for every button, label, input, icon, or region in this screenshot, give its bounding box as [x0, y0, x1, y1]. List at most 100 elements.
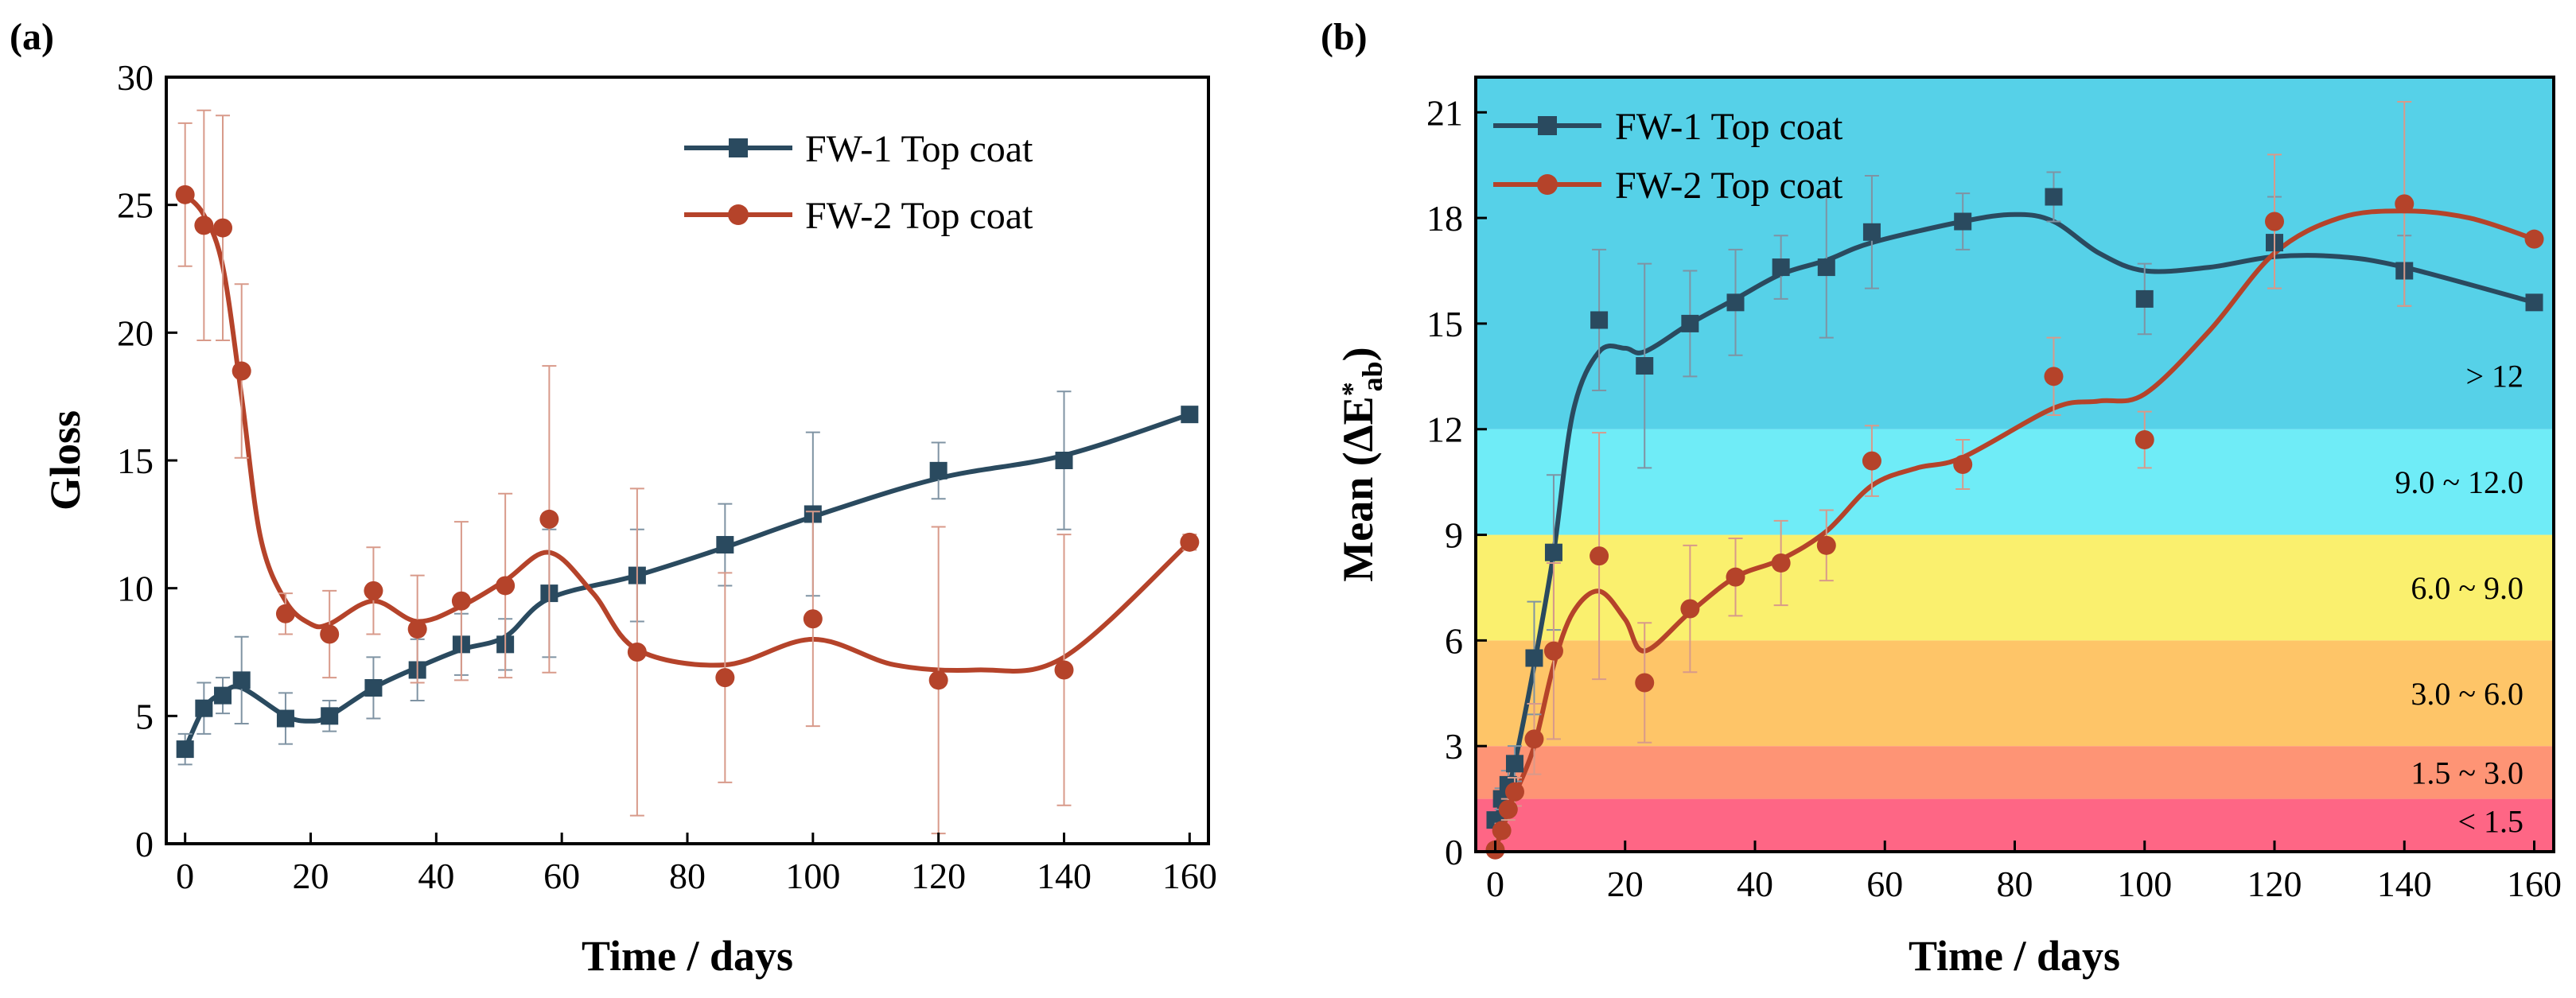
- data-point: [321, 707, 339, 725]
- data-point: [1524, 729, 1544, 749]
- data-point: [1816, 535, 1836, 555]
- data-point: [1954, 212, 1972, 231]
- zone-label-3: 6.0 ~ 9.0: [2411, 570, 2523, 606]
- y-tick-label: 25: [117, 185, 154, 226]
- panel-b-ticks: 0 20 40 60 80 100 120 140 160 0 3 6 9 12 15 18 21: [1426, 92, 2562, 904]
- data-point: [1726, 567, 1745, 587]
- y-tick-label: 21: [1426, 92, 1463, 133]
- data-point: [175, 184, 195, 204]
- data-point: [1543, 641, 1563, 661]
- data-point: [803, 609, 823, 629]
- data-point: [2045, 188, 2063, 206]
- x-tick-label: 60: [543, 856, 580, 896]
- data-point: [2524, 229, 2544, 249]
- panel-a-label: (a): [10, 16, 54, 58]
- y-tick-label: 0: [135, 824, 154, 864]
- legend-b-fw2-label: FW-2 Top coat: [1615, 165, 1843, 207]
- data-point: [194, 216, 214, 235]
- data-point: [276, 709, 294, 728]
- x-tick-label: 0: [176, 856, 194, 896]
- y-tick-label: 20: [117, 313, 154, 353]
- fit-curve-2: [183, 192, 1192, 674]
- legend-b-fw2-marker: [1537, 174, 1558, 195]
- data-point: [2135, 289, 2154, 308]
- y-tick-label: 6: [1445, 620, 1463, 661]
- data-point: [1054, 660, 1074, 680]
- data-point: [2134, 430, 2154, 450]
- data-point: [1525, 649, 1543, 667]
- x-tick-label: 100: [785, 856, 840, 896]
- data-point: [627, 643, 647, 662]
- data-point: [1726, 293, 1745, 312]
- data-point: [2395, 194, 2415, 214]
- data-point: [195, 699, 213, 717]
- data-point: [214, 686, 232, 705]
- data-point: [1862, 223, 1881, 241]
- x-tick-label: 160: [1162, 856, 1217, 896]
- y-tick-label: 30: [117, 57, 154, 98]
- panel-b-plot-area: [1485, 100, 2544, 860]
- data-point: [1590, 311, 1609, 329]
- zone-band-1: [1476, 746, 2554, 799]
- data-point: [407, 619, 427, 639]
- x-tick-label: 40: [1737, 864, 1773, 904]
- x-tick-label: 140: [2377, 864, 2432, 904]
- legend-a-fw1-marker: [729, 138, 748, 157]
- zone-label-1: 1.5 ~ 3.0: [2411, 755, 2523, 790]
- x-tick-label: 60: [1866, 864, 1903, 904]
- panel-b-legend: FW-1 Top coat FW-2 Top coat: [1493, 106, 1843, 207]
- data-point: [176, 740, 194, 759]
- data-point: [715, 668, 735, 688]
- data-point: [2044, 367, 2064, 386]
- x-tick-label: 120: [2247, 864, 2302, 904]
- legend-a-fw2-marker: [728, 204, 749, 225]
- zone-band-5: [1476, 77, 2554, 429]
- y-tick-label: 3: [1445, 726, 1463, 767]
- x-tick-label: 20: [1607, 864, 1644, 904]
- zone-label-5: > 12: [2465, 359, 2523, 394]
- data-point: [1505, 755, 1523, 773]
- data-point: [232, 361, 251, 381]
- y-tick-label: 18: [1426, 198, 1463, 239]
- panel-a-gloss-chart: (a) 0 20 40 60 80 100 120 140 160 0 5 10 15 20 25 30 Ti…: [10, 16, 1217, 980]
- data-point: [213, 218, 233, 238]
- zone-label-0: < 1.5: [2457, 804, 2523, 840]
- x-tick-label: 100: [2117, 864, 2172, 904]
- zone-band-2: [1476, 640, 2554, 747]
- panel-b-y-axis-title: Mean (ΔE*ab): [1334, 347, 1388, 581]
- data-point: [496, 576, 516, 596]
- x-tick-label: 140: [1037, 856, 1091, 896]
- fit-curve-2: [1492, 208, 2535, 851]
- data-point: [1953, 455, 1973, 474]
- data-point: [716, 536, 734, 554]
- data-point: [1635, 673, 1655, 693]
- data-point: [539, 509, 559, 529]
- y-tick-label: 9: [1445, 515, 1463, 556]
- legend-a-fw1-label: FW-1 Top coat: [805, 128, 1033, 170]
- panel-a-plot-area: [175, 109, 1200, 835]
- panel-b-color-difference-chart: (b) < 1.5 1.5 ~ 3.0 3.0 ~ 6.0 6.0 ~ 9.0 9.0 …: [1321, 16, 2562, 980]
- legend-b-fw1-marker: [1538, 116, 1557, 135]
- data-point: [1817, 258, 1835, 277]
- data-point: [1771, 553, 1791, 573]
- y-tick-label: 12: [1426, 410, 1463, 450]
- data-point: [1492, 821, 1512, 841]
- x-tick-label: 160: [2507, 864, 2562, 904]
- zone-band-3: [1476, 534, 2554, 641]
- data-point: [1504, 782, 1524, 802]
- legend-b-fw1-label: FW-1 Top coat: [1615, 106, 1843, 148]
- y-tick-label: 10: [117, 569, 154, 609]
- data-point: [1680, 599, 1700, 619]
- panel-a-ticks: 0 20 40 60 80 100 120 140 160 0 5 10 15 20 25 30: [117, 57, 1217, 896]
- data-point: [320, 624, 340, 644]
- data-point: [2525, 293, 2543, 312]
- x-tick-label: 40: [418, 856, 454, 896]
- data-point: [1772, 258, 1790, 277]
- x-tick-label: 80: [669, 856, 706, 896]
- x-tick-label: 20: [293, 856, 329, 896]
- panel-b-label: (b): [1321, 16, 1368, 58]
- panel-a-legend: FW-1 Top coat FW-2 Top coat: [684, 128, 1033, 237]
- x-tick-label: 80: [1997, 864, 2033, 904]
- data-point: [1544, 543, 1562, 561]
- data-point: [1681, 314, 1699, 332]
